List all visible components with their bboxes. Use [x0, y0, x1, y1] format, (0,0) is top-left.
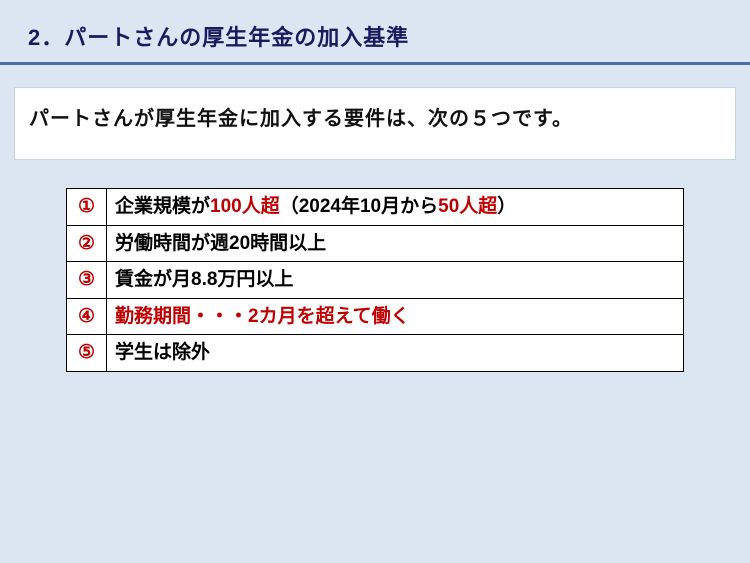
row-number: ③ — [67, 262, 107, 299]
table-row: ③ 賃金が月8.8万円以上 — [67, 262, 684, 299]
row-number: ② — [67, 225, 107, 262]
row-content: 勤務期間・・・2カ月を超えて働く — [107, 298, 684, 335]
row-content: 企業規模が100人超（2024年10月から50人超） — [107, 189, 684, 226]
text-run: 100人超 — [210, 196, 280, 217]
table-row: ② 労働時間が週20時間以上 — [67, 225, 684, 262]
title-text: パートさんの厚生年金の加入基準 — [64, 25, 409, 50]
text-run: ） — [497, 196, 516, 217]
table-row: ①企業規模が100人超（2024年10月から50人超） — [67, 189, 684, 226]
slide-title: 2．パートさんの厚生年金の加入基準 — [28, 20, 722, 52]
row-content: 学生は除外 — [107, 335, 684, 372]
text-run: 労働時間が週20時間以上 — [115, 233, 326, 254]
table-body: ①企業規模が100人超（2024年10月から50人超）②労働時間が週20時間以上… — [67, 189, 684, 372]
text-run: 企業規模が — [115, 196, 210, 217]
title-number: 2． — [28, 25, 64, 50]
title-bar: 2．パートさんの厚生年金の加入基準 — [0, 20, 750, 65]
row-content: 労働時間が週20時間以上 — [107, 225, 684, 262]
text-run: 勤務期間・・・2カ月を超えて働く — [115, 306, 410, 327]
text-run: 賃金が月8.8万円以上 — [115, 269, 293, 290]
row-number: ⑤ — [67, 335, 107, 372]
table-row: ④ 勤務期間・・・2カ月を超えて働く — [67, 298, 684, 335]
text-run: 50人超 — [438, 196, 497, 217]
text-run: 学生は除外 — [115, 342, 210, 363]
row-content: 賃金が月8.8万円以上 — [107, 262, 684, 299]
intro-text: パートさんが厚生年金に加入する要件は、次の５つです。 — [29, 102, 721, 131]
slide: 2．パートさんの厚生年金の加入基準 パートさんが厚生年金に加入する要件は、次の５… — [0, 0, 750, 563]
criteria-table: ①企業規模が100人超（2024年10月から50人超）②労働時間が週20時間以上… — [66, 188, 684, 372]
row-number: ① — [67, 189, 107, 226]
table-row: ⑤ 学生は除外 — [67, 335, 684, 372]
text-run: （2024年10月から — [280, 196, 438, 217]
row-number: ④ — [67, 298, 107, 335]
intro-box: パートさんが厚生年金に加入する要件は、次の５つです。 — [14, 87, 736, 160]
